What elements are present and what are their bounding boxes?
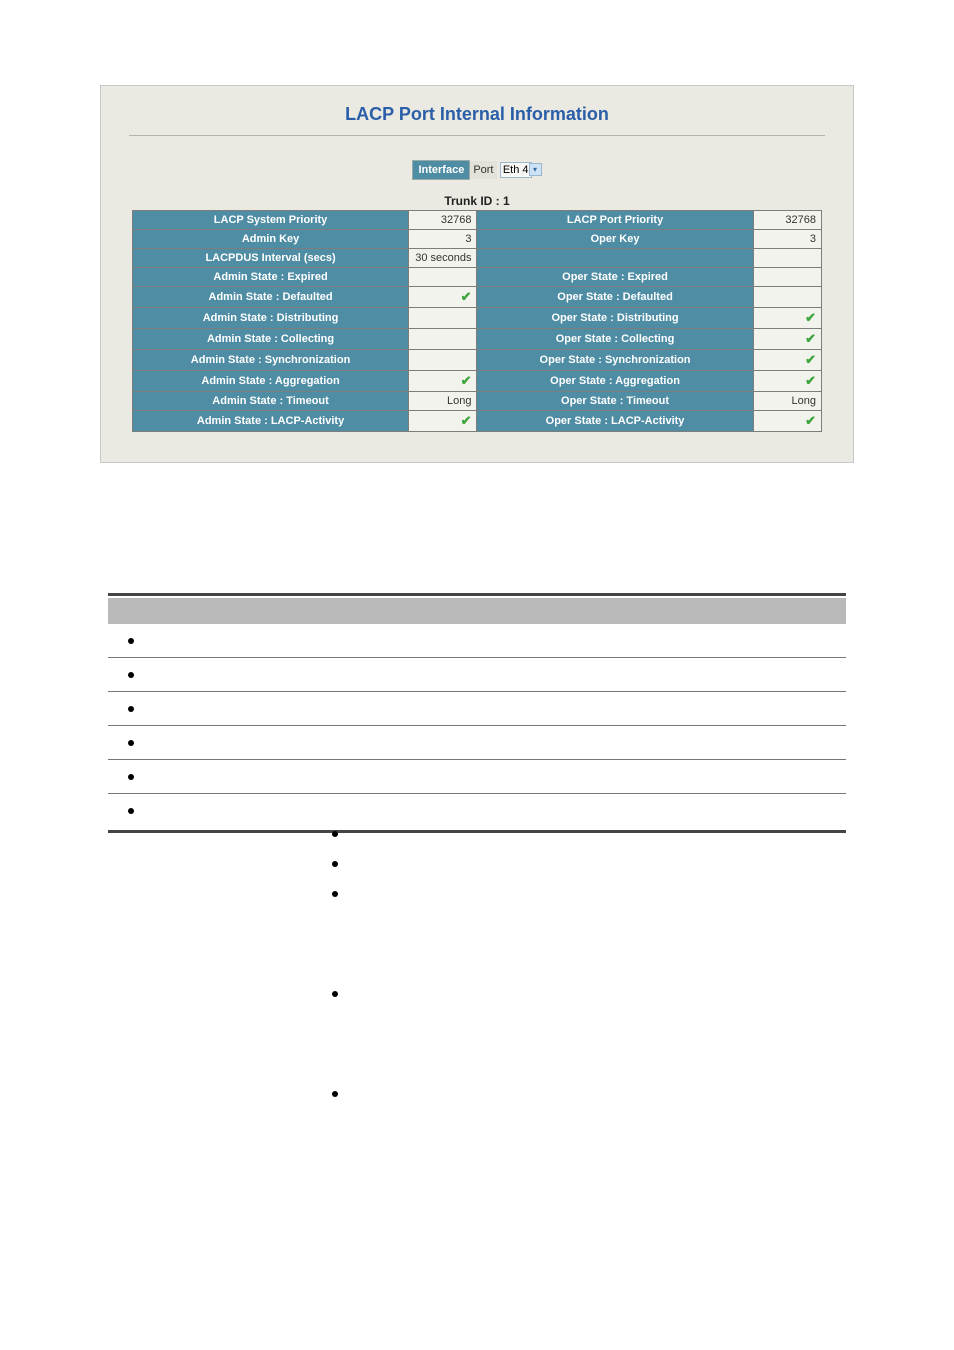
interface-selector-row: InterfacePort Eth 4▾ — [129, 160, 825, 180]
check-icon: ✔ — [461, 289, 472, 304]
table-value-cell: ✔ — [753, 350, 821, 371]
table-value-cell: ✔ — [753, 329, 821, 350]
table-value-cell: ✔ — [753, 411, 821, 432]
table-value-cell: 30 seconds — [409, 249, 477, 268]
sub-list-item — [108, 880, 846, 980]
table-value-cell: ✔ — [409, 287, 477, 308]
table-value-cell — [753, 287, 821, 308]
interface-label: Interface — [412, 160, 470, 180]
table-header-cell: Admin State : LACP-Activity — [133, 411, 409, 432]
table-header-cell — [477, 249, 753, 268]
table-header-cell: Oper Key — [477, 230, 753, 249]
table-value-cell — [409, 308, 477, 329]
table-header-cell: Oper State : Distributing — [477, 308, 753, 329]
table-header-cell: Oper State : Aggregation — [477, 371, 753, 392]
grey-band — [108, 598, 846, 624]
sub-list-item — [108, 820, 846, 850]
trunk-id-label: Trunk ID : 1 — [129, 194, 825, 208]
table-value-cell — [409, 268, 477, 287]
table-value-cell — [409, 350, 477, 371]
list-item — [108, 794, 846, 828]
check-icon: ✔ — [805, 373, 816, 388]
table-value-cell: ✔ — [753, 308, 821, 329]
table-value-cell: 32768 — [409, 211, 477, 230]
check-icon: ✔ — [805, 310, 816, 325]
table-header-cell: Admin Key — [133, 230, 409, 249]
sub-list-item — [108, 850, 846, 880]
port-label: Port — [470, 161, 496, 179]
list-item — [108, 658, 846, 692]
sub-list-item — [108, 1080, 846, 1120]
check-icon: ✔ — [461, 373, 472, 388]
table-header-cell: Admin State : Timeout — [133, 392, 409, 411]
check-icon: ✔ — [805, 331, 816, 346]
table-value-cell — [753, 268, 821, 287]
bullet-icon — [128, 672, 134, 678]
bullet-icon — [332, 1091, 338, 1097]
table-value-cell: 3 — [409, 230, 477, 249]
bullet-icon — [128, 808, 134, 814]
table-header-cell: Admin State : Expired — [133, 268, 409, 287]
table-header-cell: Admin State : Collecting — [133, 329, 409, 350]
panel-title: LACP Port Internal Information — [129, 104, 825, 136]
table-value-cell: 32768 — [753, 211, 821, 230]
table-value-cell: Long — [409, 392, 477, 411]
table-header-cell: Oper State : Timeout — [477, 392, 753, 411]
table-header-cell: Oper State : LACP-Activity — [477, 411, 753, 432]
lacp-table: LACP System Priority32768LACP Port Prior… — [132, 210, 822, 432]
bullet-icon — [332, 831, 338, 837]
table-header-cell: LACPDUS Interval (secs) — [133, 249, 409, 268]
table-value-cell: ✔ — [409, 371, 477, 392]
table-value-cell — [409, 329, 477, 350]
chevron-down-icon[interactable]: ▾ — [529, 163, 542, 176]
table-header-cell: Oper State : Defaulted — [477, 287, 753, 308]
check-icon: ✔ — [805, 352, 816, 367]
table-header-cell: LACP System Priority — [133, 211, 409, 230]
bullet-icon — [128, 774, 134, 780]
check-icon: ✔ — [461, 413, 472, 428]
divider — [108, 593, 846, 596]
table-header-cell: Oper State : Expired — [477, 268, 753, 287]
bullet-icon — [332, 991, 338, 997]
check-icon: ✔ — [805, 413, 816, 428]
bullet-icon — [128, 706, 134, 712]
table-header-cell: Oper State : Collecting — [477, 329, 753, 350]
lacp-panel: LACP Port Internal Information Interface… — [100, 85, 854, 463]
table-value-cell: ✔ — [753, 371, 821, 392]
table-header-cell: Admin State : Distributing — [133, 308, 409, 329]
table-header-cell: Admin State : Defaulted — [133, 287, 409, 308]
table-header-cell: LACP Port Priority — [477, 211, 753, 230]
table-header-cell: Oper State : Synchronization — [477, 350, 753, 371]
lower-section — [100, 593, 854, 833]
list-item — [108, 726, 846, 760]
table-value-cell: 3 — [753, 230, 821, 249]
bullet-icon — [128, 638, 134, 644]
list-item — [108, 624, 846, 658]
table-value-cell — [753, 249, 821, 268]
table-value-cell: Long — [753, 392, 821, 411]
bullet-icon — [128, 740, 134, 746]
port-select-value: Eth 4 — [503, 164, 529, 176]
bullet-icon — [332, 891, 338, 897]
bullet-icon — [332, 861, 338, 867]
port-select[interactable]: Eth 4 — [500, 162, 532, 178]
table-header-cell: Admin State : Synchronization — [133, 350, 409, 371]
table-header-cell: Admin State : Aggregation — [133, 371, 409, 392]
table-value-cell: ✔ — [409, 411, 477, 432]
list-item — [108, 692, 846, 726]
list-item — [108, 760, 846, 794]
sub-list-item — [108, 980, 846, 1080]
